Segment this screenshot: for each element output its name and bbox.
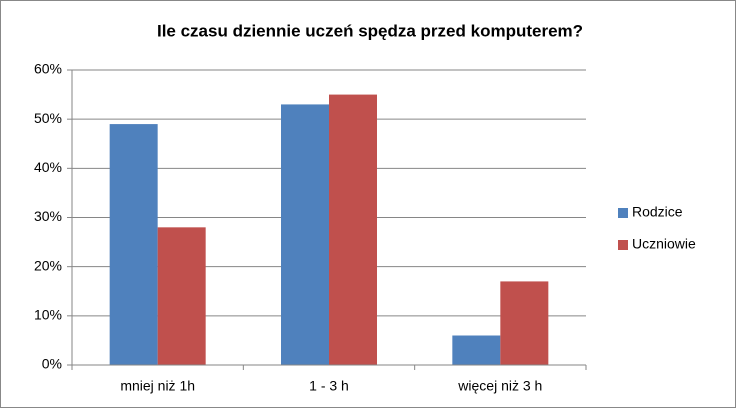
bar (329, 94, 377, 365)
legend-swatch (618, 208, 628, 218)
y-tick-label: 0% (42, 356, 62, 372)
x-tick-label: 1 - 3 h (309, 378, 349, 394)
chart-title: Ile czasu dziennie uczeń spędza przed ko… (157, 21, 583, 40)
y-tick-label: 60% (34, 61, 62, 77)
legend-swatch (618, 240, 628, 250)
y-tick-label: 20% (34, 257, 62, 273)
y-tick-label: 40% (34, 159, 62, 175)
y-tick-label: 10% (34, 307, 62, 323)
bar (500, 281, 549, 365)
y-tick-label: 50% (34, 110, 62, 126)
legend-label: Uczniowie (632, 236, 696, 252)
legend-label: Rodzice (632, 204, 683, 220)
bar (109, 124, 158, 365)
x-tick-label: mniej niż 1h (120, 378, 195, 394)
y-tick-label: 30% (34, 208, 62, 224)
bar (157, 227, 206, 365)
bar (281, 104, 329, 366)
bar (452, 335, 501, 365)
x-tick-label: więcej niż 3 h (457, 378, 542, 394)
